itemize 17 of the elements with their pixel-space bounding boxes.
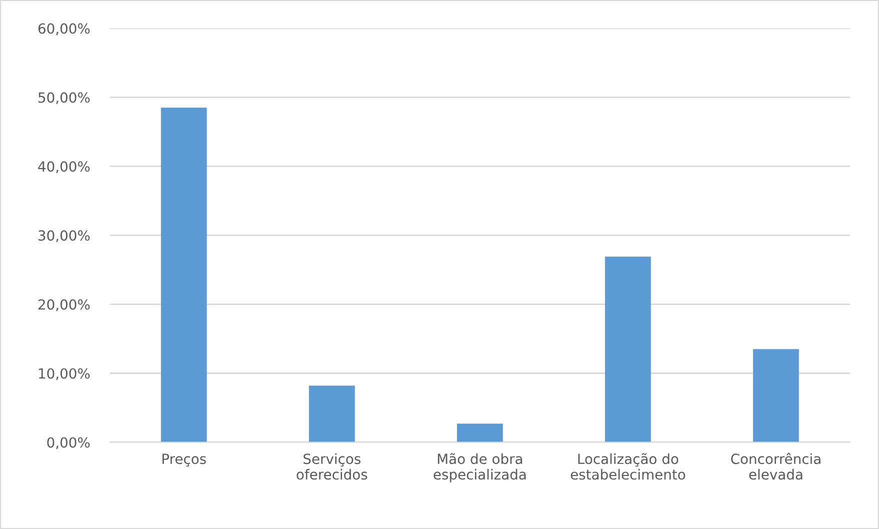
- x-tick-label: Preços: [162, 454, 206, 467]
- y-tick-label: 40,00%: [38, 161, 90, 174]
- x-tick-label: Localização do estabelecimento: [570, 453, 686, 480]
- y-tick-label: 60,00%: [38, 23, 90, 36]
- y-tick-label: 50,00%: [38, 92, 90, 104]
- bar: [160, 108, 207, 442]
- bar: [753, 349, 799, 442]
- x-tick-label: Concorrência elevada: [731, 452, 820, 480]
- y-tick-label: 30,00%: [38, 230, 90, 242]
- bar: [456, 424, 503, 442]
- x-tick-label: Mão de obra especializada: [434, 453, 526, 482]
- bar: [605, 256, 651, 442]
- y-tick-label: 20,00%: [38, 299, 90, 312]
- x-tick-label: Serviços oferecidos: [296, 453, 368, 480]
- y-tick-label: 10,00%: [39, 368, 90, 380]
- y-tick-label: 0,00%: [47, 437, 90, 450]
- bar: [308, 386, 355, 442]
